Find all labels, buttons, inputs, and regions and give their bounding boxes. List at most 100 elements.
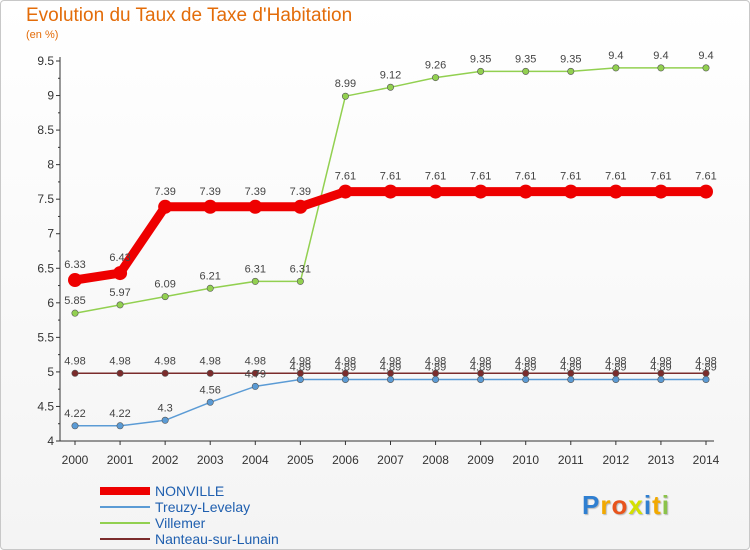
y-tick-label: 6	[47, 296, 54, 310]
data-label-nanteau-sur-lunain: 4.98	[695, 355, 716, 367]
data-label-nanteau-sur-lunain: 4.98	[425, 355, 446, 367]
chart-title: Evolution du Taux de Taxe d'Habitation	[26, 5, 353, 26]
data-label-nanteau-sur-lunain: 4.98	[200, 355, 221, 367]
data-label-villemer: 9.35	[470, 53, 491, 65]
data-point-nonville	[473, 184, 488, 199]
data-label-treuzy-levelay: 4.89	[380, 362, 401, 374]
data-point-nonville	[383, 184, 398, 199]
data-point-villemer	[657, 64, 665, 72]
data-label-nanteau-sur-lunain: 4.98	[605, 355, 626, 367]
data-point-nonville	[203, 199, 218, 214]
data-point-villemer	[522, 67, 530, 75]
x-tick-label: 2013	[648, 453, 675, 467]
y-tick-label: 7	[47, 227, 54, 241]
y-tick-label: 9.5	[37, 54, 54, 68]
data-label-villemer: 5.97	[109, 287, 130, 299]
data-label-nanteau-sur-lunain: 4.98	[290, 355, 311, 367]
data-label-nonville: 7.61	[515, 171, 536, 183]
y-tick-label: 7.5	[37, 192, 54, 206]
data-point-nonville	[563, 184, 578, 199]
data-label-nanteau-sur-lunain: 4.98	[245, 355, 266, 367]
data-label-nonville: 7.39	[154, 186, 175, 198]
data-label-treuzy-levelay: 4.89	[560, 362, 581, 374]
data-point-villemer	[161, 293, 169, 301]
data-label-nanteau-sur-lunain: 4.98	[650, 355, 671, 367]
data-point-nonville	[338, 184, 353, 199]
data-point-nanteau-sur-lunain	[251, 369, 259, 377]
chart-unit: (en %)	[26, 29, 59, 41]
x-tick-label: 2008	[422, 453, 449, 467]
data-point-nonville	[428, 184, 443, 199]
data-label-treuzy-levelay: 4.22	[64, 408, 85, 420]
data-label-treuzy-levelay: 4.89	[695, 362, 716, 374]
x-tick-label: 2011	[558, 453, 584, 467]
x-tick-label: 2005	[287, 453, 314, 467]
data-label-nonville: 7.61	[425, 171, 446, 183]
data-label-nonville: 7.39	[200, 186, 221, 198]
data-point-treuzy-levelay	[206, 398, 214, 406]
data-point-treuzy-levelay	[657, 376, 665, 384]
data-label-treuzy-levelay: 4.3	[157, 402, 172, 414]
legend-swatch-nanteau-sur-lunain	[100, 538, 150, 540]
data-label-villemer: 9.4	[653, 50, 668, 62]
data-point-treuzy-levelay	[612, 376, 620, 384]
data-label-nanteau-sur-lunain: 4.98	[154, 355, 175, 367]
y-tick-label: 6.5	[37, 261, 54, 275]
data-label-villemer: 8.99	[335, 78, 356, 90]
data-label-nanteau-sur-lunain: 4.98	[380, 355, 401, 367]
x-tick-label: 2012	[603, 453, 630, 467]
data-label-nonville: 6.43	[109, 252, 130, 264]
data-label-nanteau-sur-lunain: 4.98	[515, 355, 536, 367]
data-label-villemer: 5.85	[64, 295, 85, 307]
data-label-villemer: 6.31	[245, 263, 266, 275]
data-point-nonville	[158, 199, 173, 214]
data-label-treuzy-levelay: 4.79	[245, 368, 266, 380]
data-point-villemer	[386, 83, 394, 91]
data-point-villemer	[341, 92, 349, 100]
x-tick-label: 2000	[62, 453, 89, 467]
data-label-villemer: 6.09	[154, 279, 175, 291]
x-tick-label: 2002	[152, 453, 179, 467]
data-label-nonville: 7.39	[290, 186, 311, 198]
data-label-nonville: 7.61	[335, 171, 356, 183]
data-label-nanteau-sur-lunain: 4.98	[560, 355, 581, 367]
data-point-nonville	[608, 184, 623, 199]
data-point-nonville	[518, 184, 533, 199]
data-point-villemer	[251, 277, 259, 285]
data-point-treuzy-levelay	[116, 422, 124, 430]
data-label-treuzy-levelay: 4.89	[650, 362, 671, 374]
y-tick-label: 5	[47, 365, 54, 379]
y-tick-label: 4	[47, 434, 54, 448]
data-label-nanteau-sur-lunain: 4.98	[64, 355, 85, 367]
data-point-villemer	[296, 277, 304, 285]
data-point-villemer	[567, 67, 575, 75]
data-label-treuzy-levelay: 4.89	[335, 362, 356, 374]
y-tick-label: 8.5	[37, 123, 54, 137]
data-point-treuzy-levelay	[386, 376, 394, 384]
data-point-nanteau-sur-lunain	[116, 369, 124, 377]
data-label-nonville: 7.61	[380, 171, 401, 183]
data-point-nonville	[293, 199, 308, 214]
data-label-nanteau-sur-lunain: 4.98	[470, 355, 491, 367]
data-label-villemer: 6.21	[200, 270, 221, 282]
legend-label-nanteau-sur-lunain: Nanteau-sur-Lunain	[155, 531, 279, 547]
data-label-nonville: 7.61	[560, 171, 581, 183]
data-point-treuzy-levelay	[71, 422, 79, 430]
data-point-villemer	[702, 64, 710, 72]
data-point-nonville	[653, 184, 668, 199]
data-point-nanteau-sur-lunain	[71, 369, 79, 377]
x-tick-label: 2007	[377, 453, 404, 467]
data-point-treuzy-levelay	[161, 416, 169, 424]
x-tick-label: 2006	[332, 453, 359, 467]
data-point-villemer	[206, 284, 214, 292]
data-point-villemer	[477, 67, 485, 75]
data-label-villemer: 9.26	[425, 60, 446, 72]
data-label-nonville: 7.61	[695, 171, 716, 183]
data-point-treuzy-levelay	[432, 376, 440, 384]
x-tick-label: 2003	[197, 453, 224, 467]
data-label-nonville: 7.39	[245, 186, 266, 198]
data-point-nanteau-sur-lunain	[206, 369, 214, 377]
x-tick-label: 2010	[512, 453, 539, 467]
legend-label-treuzy-levelay: Treuzy-Levelay	[155, 499, 251, 515]
data-label-treuzy-levelay: 4.89	[605, 362, 626, 374]
